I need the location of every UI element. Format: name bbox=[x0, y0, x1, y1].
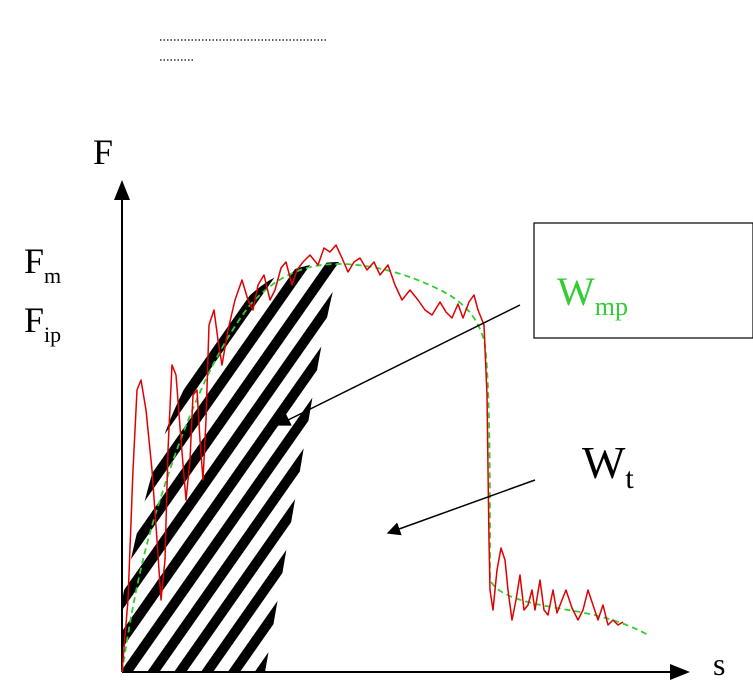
y-label-fm: Fm bbox=[24, 241, 61, 288]
arrow-wmp-pointer bbox=[276, 304, 521, 426]
hatched-area-wmp bbox=[122, 262, 340, 672]
wt-label: Wt bbox=[582, 437, 634, 495]
wmp-label: Wmp bbox=[557, 269, 628, 321]
y-axis-arrow-icon bbox=[114, 180, 130, 200]
x-axis-arrow-icon bbox=[670, 664, 690, 680]
wmp-callout-box bbox=[533, 222, 753, 339]
y-label-fip: Fip bbox=[24, 300, 61, 347]
measured-curve bbox=[121, 244, 624, 673]
x-axis-label: s bbox=[713, 646, 725, 682]
arrow-wt-pointer bbox=[386, 479, 536, 536]
y-axis-label: F bbox=[93, 132, 113, 172]
